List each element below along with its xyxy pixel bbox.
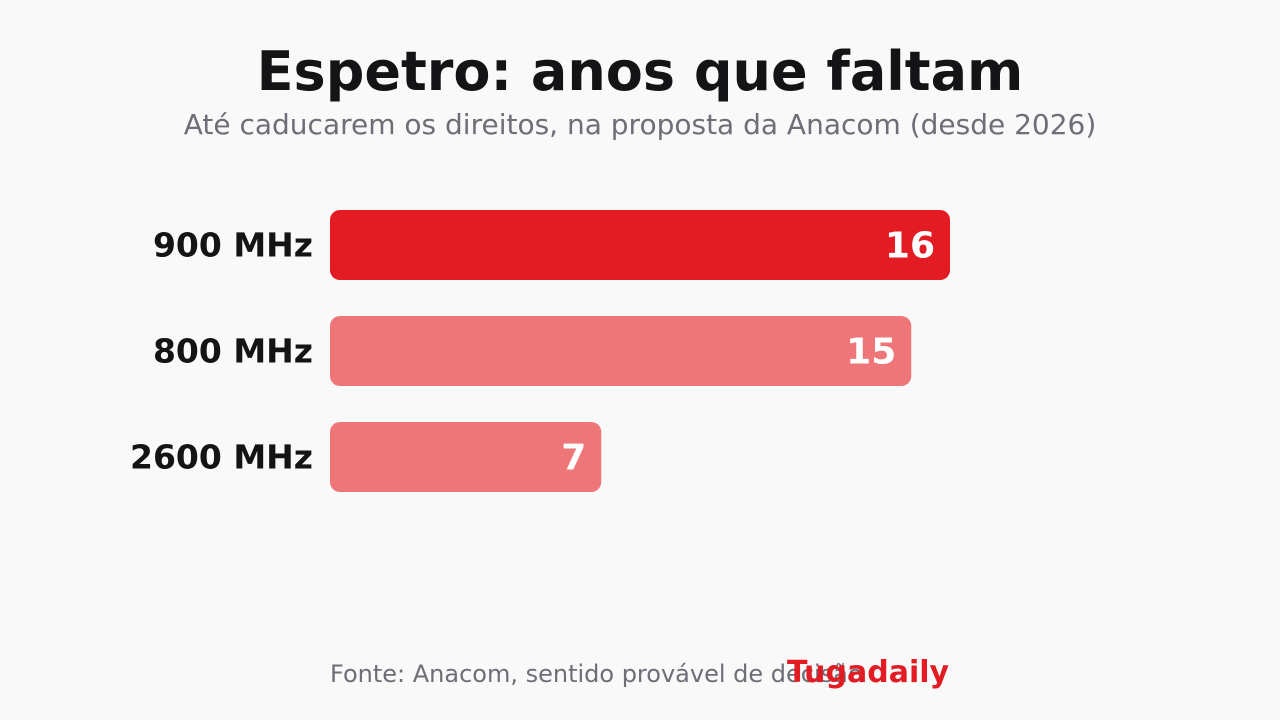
- source-note: Fonte: Anacom, sentido provável de decis…: [330, 660, 863, 688]
- category-label-900-mhz: 900 MHz: [153, 226, 313, 265]
- chart-subtitle: Até caducarem os direitos, na proposta d…: [183, 108, 1097, 141]
- value-label-2600-mhz: 7: [561, 438, 586, 479]
- brand-logo: Tugadaily: [787, 655, 950, 690]
- value-label-800-mhz: 15: [846, 332, 896, 373]
- category-label-800-mhz: 800 MHz: [153, 332, 313, 371]
- chart-title: Espetro: anos que faltam: [256, 40, 1024, 103]
- bar-2600-mhz: [330, 422, 602, 492]
- bar-800-mhz: [330, 316, 912, 386]
- value-label-900-mhz: 16: [885, 226, 935, 267]
- bar-900-mhz: [330, 210, 950, 280]
- category-label-2600-mhz: 2600 MHz: [130, 438, 313, 477]
